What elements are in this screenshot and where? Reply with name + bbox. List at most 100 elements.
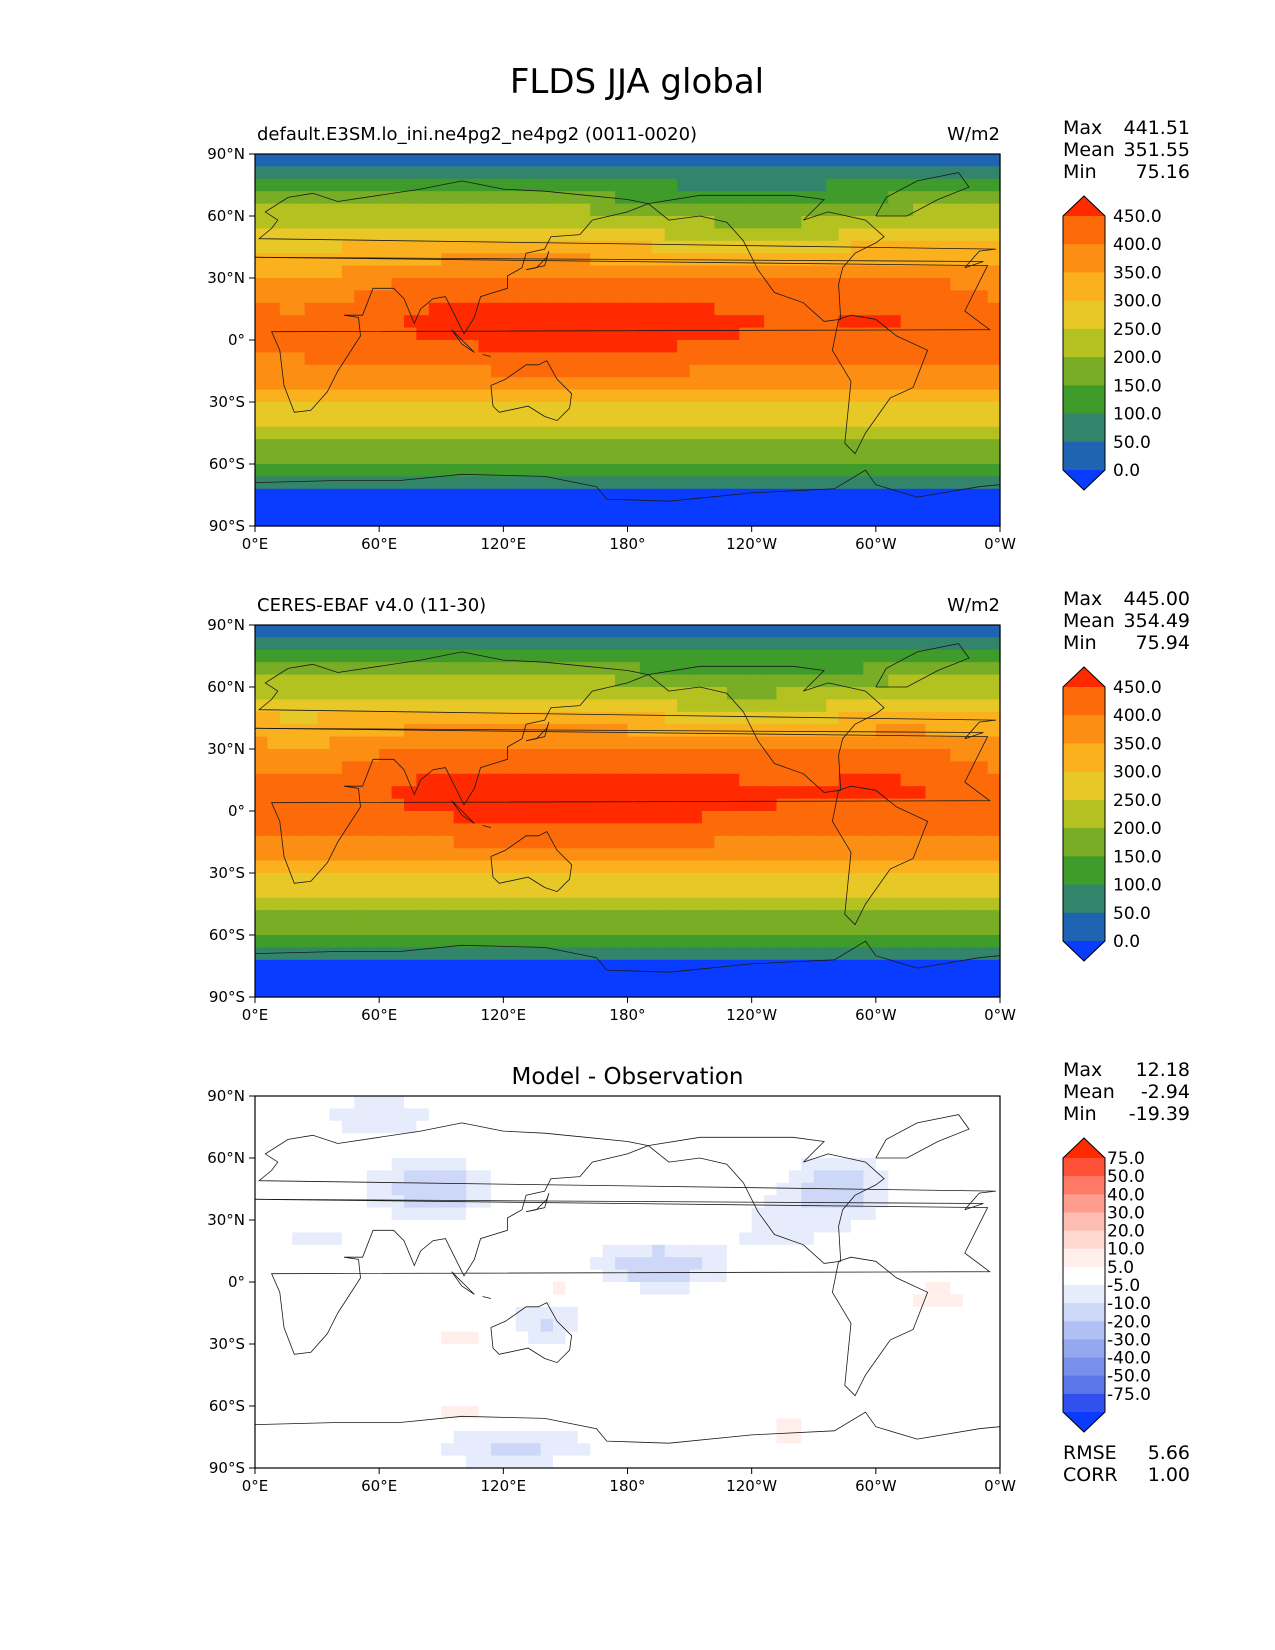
map-cell	[875, 1133, 889, 1147]
map-cell	[577, 724, 591, 738]
map-cell	[416, 513, 430, 527]
map-cell	[751, 736, 765, 750]
map-cell	[540, 959, 554, 973]
map-cell	[913, 773, 927, 787]
map-cell	[590, 426, 604, 440]
map-cell	[466, 1294, 480, 1308]
map-cell	[677, 501, 691, 515]
map-cell	[404, 352, 418, 366]
map-cell	[416, 860, 430, 874]
map-cell	[689, 1207, 703, 1221]
map-cell	[751, 1145, 765, 1159]
map-cell	[267, 798, 281, 812]
map-cell	[317, 253, 331, 267]
map-cell	[292, 1306, 306, 1320]
map-cell	[354, 897, 368, 911]
map-cell	[962, 464, 976, 477]
map-cell	[900, 178, 914, 192]
map-cell	[341, 439, 355, 453]
map-cell	[255, 811, 269, 824]
map-cell	[863, 216, 877, 229]
map-cell	[366, 154, 380, 167]
map-cell	[453, 947, 467, 961]
map-cell	[776, 1195, 790, 1209]
map-cell	[664, 476, 678, 490]
map-cell	[565, 1220, 579, 1233]
map-cell	[652, 885, 666, 899]
map-cell	[937, 154, 951, 167]
map-cell	[801, 761, 815, 775]
map-cell	[515, 922, 529, 936]
map-cell	[553, 464, 567, 477]
map-cell	[267, 414, 281, 428]
map-cell	[267, 1195, 281, 1209]
map-cell	[788, 1096, 802, 1109]
map-cell	[639, 1133, 653, 1147]
map-cell	[478, 885, 492, 899]
map-cell	[875, 1145, 889, 1159]
map-cell	[726, 773, 740, 787]
map-cell	[826, 364, 840, 378]
map-cell	[354, 240, 368, 254]
map-cell	[503, 1306, 517, 1320]
map-cell	[900, 327, 914, 341]
map-cell	[341, 352, 355, 366]
map-cell	[354, 1282, 368, 1295]
map-cell	[826, 761, 840, 775]
map-cell	[664, 166, 678, 180]
map-cell	[739, 389, 753, 403]
map-cell	[714, 935, 728, 948]
map-cell	[975, 811, 989, 824]
map-cell	[851, 327, 865, 341]
map-cell	[801, 501, 815, 515]
map-cell	[677, 1282, 691, 1295]
map-cell	[354, 1319, 368, 1333]
coastline	[875, 172, 970, 217]
map-cell	[863, 1145, 877, 1159]
map-cell	[404, 1145, 418, 1159]
map-cell	[428, 1158, 442, 1171]
map-cell	[404, 761, 418, 775]
map-cell	[937, 736, 951, 750]
map-cell	[602, 1170, 616, 1184]
map-cell	[341, 1170, 355, 1184]
map-cell	[838, 1158, 852, 1171]
map-cell	[379, 1306, 393, 1320]
map-cell	[677, 1269, 691, 1283]
map-cell	[913, 1220, 927, 1233]
map-cell	[428, 848, 442, 862]
map-cell	[553, 761, 567, 775]
map-cell	[317, 1306, 331, 1320]
map-cell	[515, 389, 529, 403]
map-cell	[453, 340, 467, 353]
map-cell	[838, 414, 852, 428]
map-cell	[341, 327, 355, 341]
map-cell	[304, 315, 318, 329]
map-cell	[987, 1220, 1001, 1233]
map-cell	[813, 811, 827, 824]
map-cell	[515, 1096, 529, 1109]
map-cell	[391, 364, 405, 378]
map-cell	[739, 897, 753, 911]
map-cell	[292, 897, 306, 911]
map-cell	[391, 1207, 405, 1221]
map-cell	[267, 426, 281, 440]
map-cell	[329, 253, 343, 267]
map-cell	[975, 1158, 989, 1171]
map-cell	[689, 1133, 703, 1147]
map-cell	[813, 278, 827, 291]
map-cell	[813, 1133, 827, 1147]
map-cell	[366, 1331, 380, 1345]
map-cell	[639, 1282, 653, 1295]
map-cell	[739, 736, 753, 750]
map-cell	[950, 786, 964, 800]
map-cell	[341, 1306, 355, 1320]
map-cell	[416, 897, 430, 911]
map-cell	[627, 749, 641, 762]
map-cell	[689, 191, 703, 205]
map-cell	[739, 464, 753, 477]
map-cell	[528, 835, 542, 849]
map-cell	[602, 687, 616, 700]
map-cell	[441, 674, 455, 688]
map-cell	[689, 773, 703, 787]
